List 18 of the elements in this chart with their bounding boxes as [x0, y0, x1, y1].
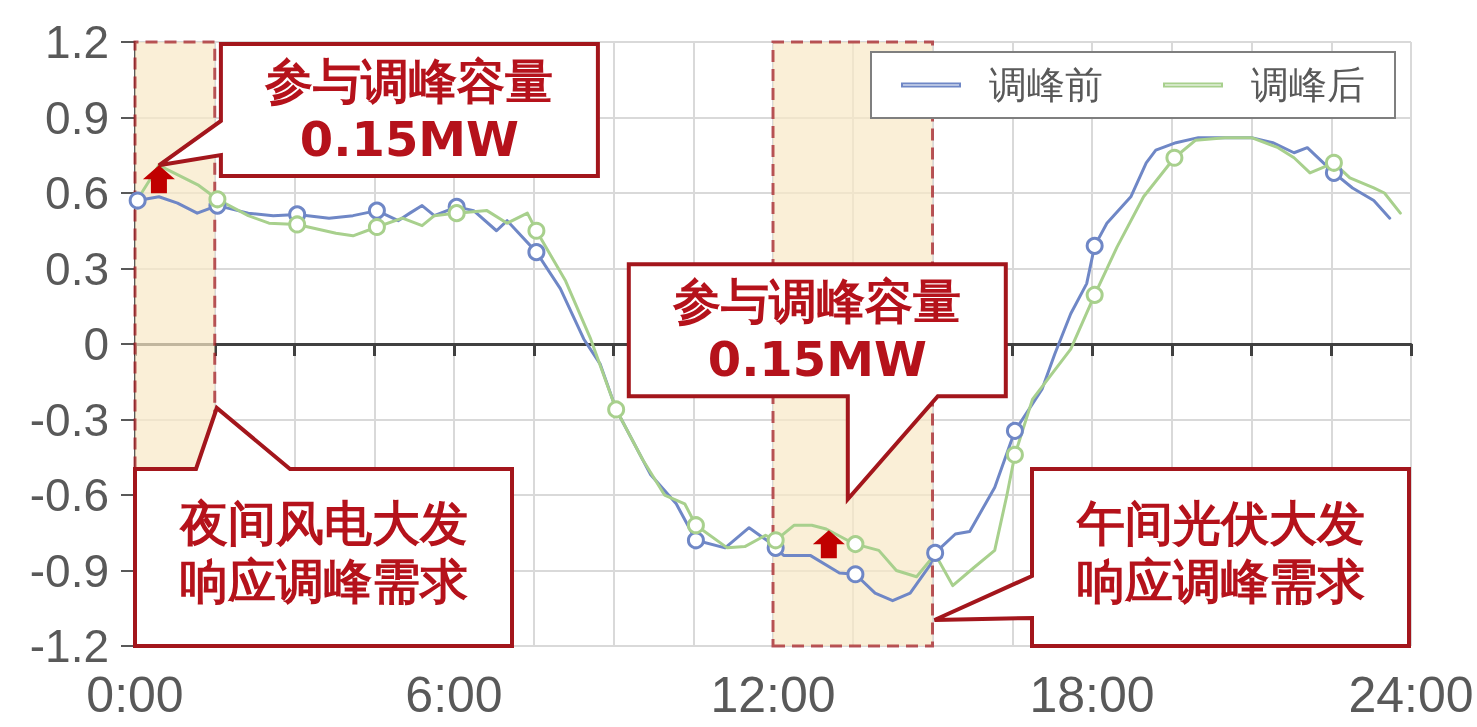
y-tick-label: 0.3: [45, 242, 109, 295]
y-tick-label: -0.9: [29, 544, 109, 597]
annotation: 参与调峰容量 0.15MW: [265, 52, 554, 168]
y-tick-label: 1.2: [45, 16, 109, 68]
y-tick-label: -0.3: [29, 393, 109, 446]
legend-label: 调峰前: [989, 63, 1103, 107]
x-tick-label: 18:00: [1029, 667, 1155, 723]
y-tick-label: 0.9: [45, 91, 109, 144]
x-tick-label: 6:00: [405, 667, 503, 723]
y-tick-label: -0.6: [29, 469, 109, 521]
annotation: 参与调峰容量 0.15MW: [673, 272, 962, 389]
band-label: 午间光伏大发响应调峰需求: [1075, 493, 1366, 610]
y-tick-label: 0: [83, 318, 109, 370]
y-tick-label: 0.6: [45, 167, 109, 219]
band-label: 夜间风电大发响应调峰需求: [178, 493, 469, 610]
x-tick-label: 12:00: [710, 667, 836, 723]
x-tick-label: 24:00: [1348, 667, 1474, 723]
legend-label: 调峰后: [1251, 63, 1365, 107]
